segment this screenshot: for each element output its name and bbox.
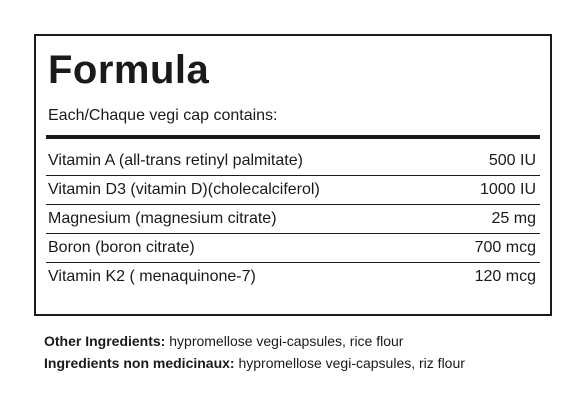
nutrient-amount: 1000 IU bbox=[479, 181, 536, 198]
table-row: Boron (boron citrate) 700 mcg bbox=[46, 234, 540, 263]
formula-subtitle: Each/Chaque vegi cap contains: bbox=[48, 107, 278, 124]
nutrient-name: Vitamin A (all-trans retinyl palmitate) bbox=[48, 152, 303, 169]
formula-panel: Formula Each/Chaque vegi cap contains: V… bbox=[34, 34, 552, 316]
table-row: Vitamin D3 (vitamin D)(cholecalciferol) … bbox=[46, 176, 540, 205]
non-medicinal-ingredients-label: Ingredients non medicinaux: bbox=[44, 355, 235, 371]
header-divider bbox=[46, 135, 540, 139]
other-ingredients-value: hypromellose vegi-capsules, rice flour bbox=[165, 333, 404, 349]
table-row: Magnesium (magnesium citrate) 25 mg bbox=[46, 205, 540, 234]
nutrient-amount: 120 mcg bbox=[474, 268, 536, 285]
table-row: Vitamin A (all-trans retinyl palmitate) … bbox=[46, 147, 540, 176]
nutrient-name: Magnesium (magnesium citrate) bbox=[48, 210, 277, 227]
nutrient-table: Vitamin A (all-trans retinyl palmitate) … bbox=[46, 147, 540, 292]
nutrient-name: Vitamin K2 ( menaquinone-7) bbox=[48, 268, 256, 285]
nutrient-name: Vitamin D3 (vitamin D)(cholecalciferol) bbox=[48, 181, 320, 198]
other-ingredients-label: Other Ingredients: bbox=[44, 333, 166, 349]
table-row: Vitamin K2 ( menaquinone-7) 120 mcg bbox=[46, 263, 540, 292]
nutrient-amount: 500 IU bbox=[488, 152, 536, 169]
non-medicinal-ingredients-line: Ingredients non medicinaux: hypromellose… bbox=[44, 352, 465, 374]
non-medicinal-ingredients-value: hypromellose vegi-capsules, riz flour bbox=[234, 355, 465, 371]
formula-title: Formula bbox=[48, 48, 210, 92]
nutrient-name: Boron (boron citrate) bbox=[48, 239, 195, 256]
other-ingredients-line: Other Ingredients: hypromellose vegi-cap… bbox=[44, 330, 465, 352]
nutrient-amount: 700 mcg bbox=[474, 239, 536, 256]
ingredients-block: Other Ingredients: hypromellose vegi-cap… bbox=[44, 330, 465, 374]
nutrient-amount: 25 mg bbox=[491, 210, 536, 227]
